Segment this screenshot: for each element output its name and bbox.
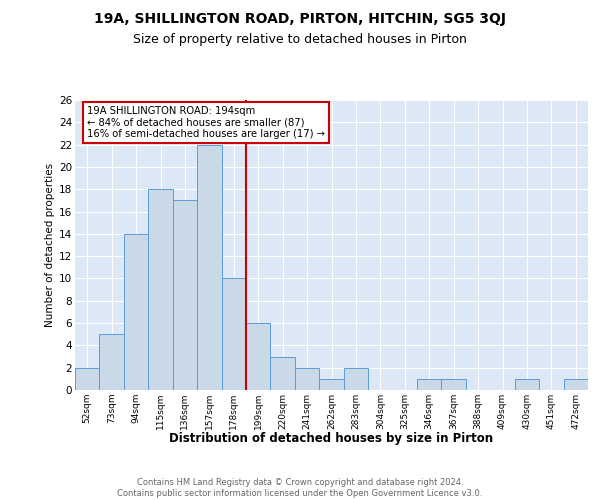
Bar — [563, 379, 588, 390]
Bar — [295, 368, 319, 390]
Bar — [221, 278, 246, 390]
Bar — [417, 379, 442, 390]
Bar — [100, 334, 124, 390]
Text: Contains HM Land Registry data © Crown copyright and database right 2024.
Contai: Contains HM Land Registry data © Crown c… — [118, 478, 482, 498]
Bar — [246, 323, 271, 390]
X-axis label: Distribution of detached houses by size in Pirton: Distribution of detached houses by size … — [169, 432, 494, 445]
Text: 19A, SHILLINGTON ROAD, PIRTON, HITCHIN, SG5 3QJ: 19A, SHILLINGTON ROAD, PIRTON, HITCHIN, … — [94, 12, 506, 26]
Y-axis label: Number of detached properties: Number of detached properties — [45, 163, 55, 327]
Bar — [271, 356, 295, 390]
Bar — [344, 368, 368, 390]
Bar — [515, 379, 539, 390]
Bar — [442, 379, 466, 390]
Bar — [197, 144, 221, 390]
Bar — [173, 200, 197, 390]
Bar — [124, 234, 148, 390]
Text: Size of property relative to detached houses in Pirton: Size of property relative to detached ho… — [133, 32, 467, 46]
Text: 19A SHILLINGTON ROAD: 194sqm
← 84% of detached houses are smaller (87)
16% of se: 19A SHILLINGTON ROAD: 194sqm ← 84% of de… — [87, 106, 325, 139]
Bar — [319, 379, 344, 390]
Bar — [148, 189, 173, 390]
Bar — [75, 368, 100, 390]
